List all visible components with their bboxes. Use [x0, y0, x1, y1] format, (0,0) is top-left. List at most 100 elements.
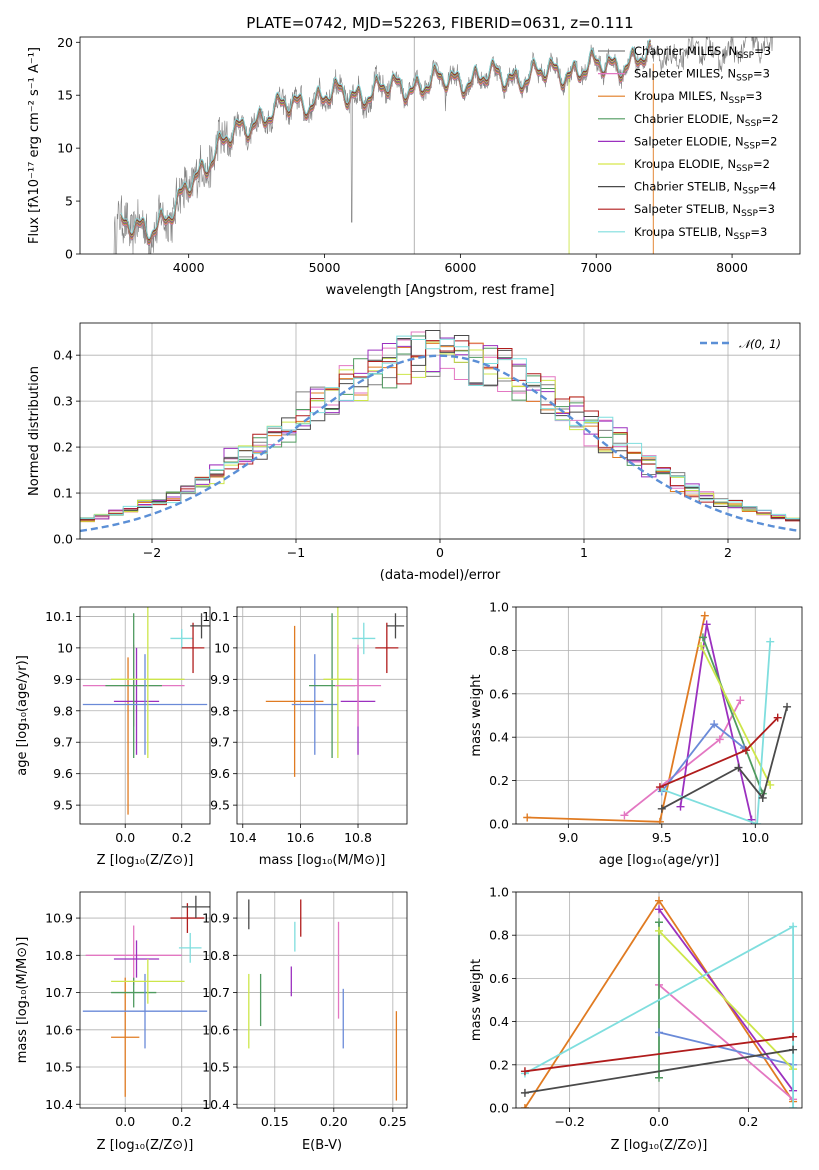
weight-marker — [655, 905, 663, 914]
y-axis-label: age [log₁₀(age/yr)] — [15, 655, 30, 776]
weight-marker — [520, 1104, 529, 1108]
y-tick-label: 0.4 — [489, 730, 509, 745]
axes-frame — [236, 606, 408, 825]
weight-series-0 — [523, 611, 709, 824]
errorbar-point-2 — [113, 647, 160, 755]
y-tick-label: 10.7 — [202, 985, 230, 1000]
weight-series-8 — [657, 702, 792, 813]
y-axis-label: mass [log₁₀(M/M⊙)] — [15, 937, 30, 1064]
x-tick-label: 6000 — [444, 260, 476, 275]
weight-series-4 — [655, 1028, 798, 1069]
legend-entry: Salpeter STELIB, NSSP=3 — [634, 202, 775, 219]
x-tick-label: −1 — [287, 545, 305, 560]
weight-marker — [655, 783, 664, 792]
y-tick-label: 10.9 — [45, 911, 73, 926]
errorbar-point-7 — [181, 622, 205, 674]
y-tick-label: 10 — [57, 141, 73, 156]
y-tick-label: 0.2 — [53, 440, 73, 455]
weight-series-5 — [697, 642, 775, 789]
x-tick-label: −0.2 — [554, 1114, 584, 1129]
y-tick-label: 9.8 — [210, 703, 230, 718]
x-tick-label: 4000 — [173, 260, 205, 275]
weight-marker — [676, 802, 685, 811]
weight-line — [700, 645, 772, 786]
x-axis-label: Z [log₁₀(Z/Z⊙)] — [97, 853, 194, 868]
weight-marker — [736, 696, 745, 705]
x-tick-label: −2 — [143, 545, 161, 560]
y-tick-label: 10.8 — [202, 948, 230, 963]
weight-marker — [657, 804, 666, 813]
grid-mass-vs-EBV — [237, 892, 407, 1108]
x-axis-label: E(B-V) — [302, 1138, 342, 1153]
weight-marker — [697, 642, 706, 651]
weight-line — [661, 641, 772, 824]
legend-label: Salpeter ELODIE, N — [634, 134, 744, 148]
legend-label: Kroupa STELIB, N — [634, 225, 734, 239]
errorbar-point-5 — [334, 644, 382, 727]
errorbar-point-7 — [170, 903, 205, 933]
legend-entry: 𝒩(0, 1) — [739, 337, 781, 351]
legend-subscript: SSP — [742, 187, 759, 197]
y-tick-label: 10.7 — [45, 985, 73, 1000]
chart-weight-vs-Z: −0.2 0.0 0.2 0.0 0.2 0.4 0.6 0.8 1.0 Z [log₁₀(Z/Z… — [469, 885, 803, 1153]
x-tick-label: 5000 — [309, 260, 341, 275]
errorbar-point-0 — [111, 977, 140, 1097]
weight-line — [702, 637, 764, 794]
chart-title: PLATE=0742, MJD=52263, FIBERID=0631, z=0… — [246, 14, 633, 32]
weight-series-8 — [520, 1045, 798, 1097]
legend-entry: Kroupa ELODIE, NSSP=2 — [634, 157, 770, 174]
legend-entry: Chabrier MILES, NSSP=3 — [634, 44, 771, 61]
weight-marker — [523, 813, 532, 822]
x-tick-label: 10.0 — [741, 830, 769, 845]
weight-line — [658, 930, 794, 1070]
legend-suffix: =2 — [753, 157, 770, 171]
weight-line — [679, 624, 753, 820]
x-tick-label: 7000 — [580, 260, 612, 275]
weight-line — [661, 706, 788, 810]
errorbar-point-2 — [113, 940, 160, 978]
x-axis-label: wavelength [Angstrom, rest frame] — [326, 283, 555, 298]
errorbar-point-8 — [181, 895, 210, 919]
legend-label: Salpeter MILES, N — [634, 67, 736, 81]
weight-marker — [766, 780, 775, 789]
legend-subscript: SSP — [741, 209, 758, 219]
axes-frame — [515, 606, 803, 825]
weight-marker — [734, 763, 743, 772]
axes-frame — [79, 322, 801, 540]
x-axis-label: (data-model)/error — [380, 568, 501, 583]
normal-curve — [80, 354, 800, 533]
errorbar-point-6 — [178, 932, 202, 963]
weight-marker — [702, 620, 711, 629]
y-tick-label: 1.0 — [489, 885, 509, 900]
y-tick-label: 5 — [65, 194, 73, 209]
legend-entry: Salpeter MILES, NSSP=3 — [634, 67, 770, 84]
errorbar-point-5 — [111, 607, 185, 758]
y-axis-label: mass weight — [469, 674, 484, 756]
errorbar-point-3 — [105, 613, 162, 758]
weight-marker — [698, 633, 707, 642]
y-tick-label: 0.4 — [489, 1014, 509, 1029]
weight-marker — [715, 735, 724, 744]
y-tick-label: 10.8 — [45, 948, 73, 963]
errorbar-point-0 — [265, 625, 324, 777]
weight-marker — [655, 918, 663, 927]
y-tick-label: 15 — [57, 88, 73, 103]
weight-line — [524, 1035, 794, 1073]
legend-suffix: =3 — [750, 225, 767, 239]
axes-frame — [79, 36, 801, 255]
errorbar-point-6 — [170, 629, 194, 648]
legend-suffix: =4 — [759, 180, 776, 194]
weight-marker — [753, 820, 762, 824]
x-tick-label: 0.2 — [172, 830, 192, 845]
x-tick-label: 0.25 — [379, 1114, 407, 1129]
weight-marker — [655, 1028, 663, 1037]
model-line-8 — [120, 38, 651, 239]
x-axis-label: Z [log₁₀(Z/Z⊙)] — [97, 1138, 194, 1153]
y-tick-label: 10.9 — [202, 911, 230, 926]
x-tick-label: 2 — [724, 545, 732, 560]
x-tick-label: 0.2 — [738, 1114, 758, 1129]
x-tick-label: 0.2 — [172, 1114, 192, 1129]
y-tick-label: 0.1 — [53, 486, 73, 501]
weight-line — [527, 615, 706, 823]
